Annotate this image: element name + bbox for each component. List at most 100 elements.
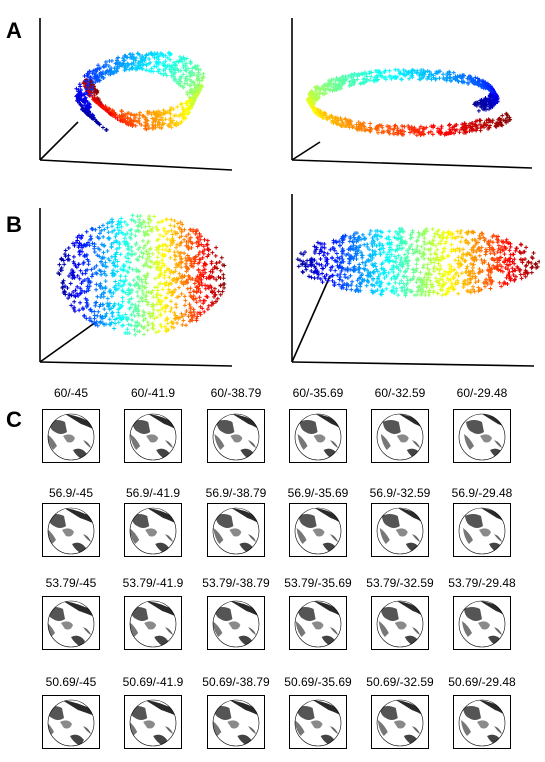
scatter-point [95, 78, 100, 83]
scatter-point [145, 252, 150, 257]
scatter-point [352, 72, 357, 77]
scatter-point [179, 227, 184, 232]
scatter-point [165, 110, 170, 115]
scatter-point [115, 62, 120, 67]
scatter-point [216, 289, 221, 294]
scatter-point [75, 238, 80, 243]
scatter-point [82, 103, 87, 108]
scatter-point [81, 243, 86, 248]
thumbnail-label: 53.79/-32.59 [366, 576, 434, 590]
scatter-point [184, 323, 188, 328]
scatter-point [94, 287, 99, 292]
scatter-point [98, 283, 102, 288]
scatter-point [331, 82, 336, 87]
scatter-point [213, 299, 218, 304]
scatter-point [460, 73, 465, 78]
scatter-point [386, 129, 391, 134]
scatter-point [78, 102, 83, 107]
scatter-point [192, 86, 197, 91]
scatter-point [198, 310, 202, 315]
scatter-point [77, 252, 82, 257]
scatter-point [104, 127, 108, 132]
scatter-point [354, 122, 359, 127]
scatter-point [205, 242, 210, 247]
panel-a-left-axes [39, 18, 233, 171]
scatter-point [218, 268, 223, 273]
scatter-point [140, 283, 145, 288]
scatter-point [71, 270, 76, 275]
scatter-point [76, 89, 81, 94]
scatter-point [126, 256, 131, 261]
thumbnail-label: 53.79/-45 [45, 576, 97, 590]
scatter-point [97, 247, 102, 252]
scatter-point [414, 133, 419, 138]
scatter-point [156, 227, 160, 232]
scatter-point [94, 263, 99, 268]
scatter-point [137, 116, 142, 121]
scatter-point [93, 303, 98, 308]
scatter-point [342, 81, 346, 86]
scatter-point [157, 60, 161, 65]
scatter-point [141, 318, 146, 323]
scatter-point [180, 105, 185, 110]
scatter-point [119, 220, 124, 225]
scatter-point [112, 113, 117, 118]
thumbnail-label: 60/-38.79 [210, 386, 262, 400]
scatter-point [172, 74, 176, 79]
panel-b-left-axes [39, 208, 233, 367]
scatter-point [123, 232, 128, 237]
scatter-point [327, 116, 332, 121]
scatter-point [344, 124, 349, 128]
scatter-point [505, 113, 510, 118]
scatter-point [84, 300, 89, 305]
scatter-point [201, 274, 206, 279]
scatter-point [174, 280, 179, 285]
panel-a-left-3d-scatter [39, 18, 233, 171]
scatter-point [438, 131, 443, 136]
scatter-point [103, 264, 108, 269]
scatter-point [101, 64, 106, 69]
scatter-point [86, 288, 91, 293]
scatter-point [188, 258, 193, 263]
scatter-point [198, 237, 203, 242]
scatter-point [169, 105, 173, 110]
scatter-point [100, 72, 105, 77]
scatter-point [115, 316, 119, 321]
scatter-point [416, 130, 421, 135]
scatter-point [181, 72, 186, 77]
scatter-point [79, 236, 84, 241]
scatter-point [349, 123, 354, 128]
scatter-point [143, 232, 148, 237]
scatter-point [487, 102, 492, 107]
scatter-point [120, 288, 125, 293]
scatter-point [150, 126, 155, 131]
scatter-point [123, 255, 128, 259]
scatter-point [72, 305, 77, 310]
scatter-point [133, 320, 138, 325]
scatter-point [145, 320, 150, 325]
scatter-point [420, 129, 425, 134]
scatter-point [125, 327, 130, 332]
scatter-point [322, 92, 327, 97]
scatter-point [489, 92, 493, 97]
globe-thumbnail [124, 503, 182, 557]
scatter-point [147, 126, 152, 131]
scatter-point [487, 125, 492, 130]
scatter-point [185, 106, 189, 111]
scatter-point [135, 309, 140, 314]
scatter-point [166, 287, 171, 292]
scatter-point [123, 114, 128, 118]
scatter-point [86, 88, 91, 93]
scatter-point [368, 127, 373, 132]
scatter-point [108, 290, 113, 295]
scatter-point [214, 261, 219, 266]
scatter-point [331, 77, 336, 82]
scatter-point [139, 324, 144, 329]
scatter-point [125, 111, 130, 116]
scatter-point [125, 331, 130, 336]
scatter-point [150, 116, 155, 121]
scatter-point [180, 222, 185, 227]
scatter-point [170, 236, 175, 241]
scatter-point [152, 55, 157, 60]
scatter-point [380, 125, 385, 130]
